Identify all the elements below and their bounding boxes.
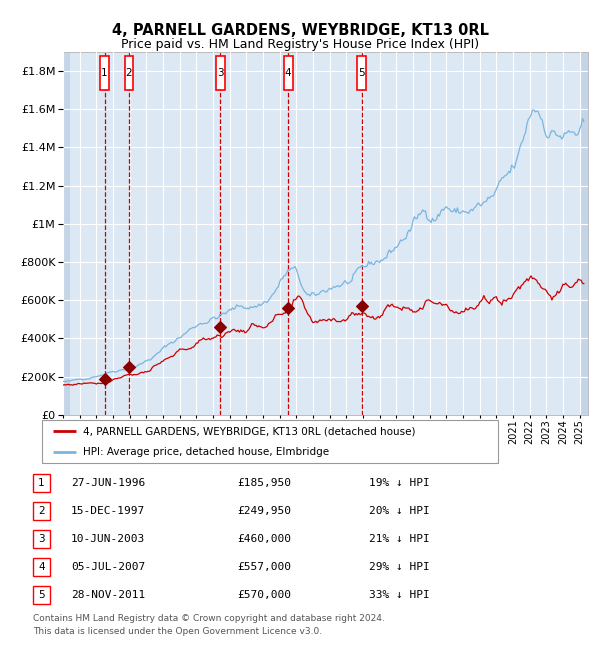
Text: £249,950: £249,950 — [237, 506, 291, 516]
Text: 3: 3 — [217, 68, 224, 78]
Text: 21% ↓ HPI: 21% ↓ HPI — [369, 534, 430, 544]
Point — [283, 303, 293, 313]
Text: HPI: Average price, detached house, Elmbridge: HPI: Average price, detached house, Elmb… — [83, 447, 329, 457]
Text: 5: 5 — [358, 68, 365, 78]
Text: 27-JUN-1996: 27-JUN-1996 — [71, 478, 145, 488]
Text: Contains HM Land Registry data © Crown copyright and database right 2024.: Contains HM Land Registry data © Crown c… — [33, 614, 385, 623]
Text: 20% ↓ HPI: 20% ↓ HPI — [369, 506, 430, 516]
Bar — [63, 52, 70, 415]
Point — [124, 362, 134, 372]
Text: £185,950: £185,950 — [237, 478, 291, 488]
Text: 10-JUN-2003: 10-JUN-2003 — [71, 534, 145, 544]
Bar — [100, 56, 109, 90]
Point — [215, 322, 225, 332]
Text: 3: 3 — [38, 534, 45, 544]
Bar — [284, 56, 293, 90]
Text: £460,000: £460,000 — [237, 534, 291, 544]
Text: 28-NOV-2011: 28-NOV-2011 — [71, 590, 145, 600]
Text: 2: 2 — [125, 68, 133, 78]
Bar — [357, 56, 366, 90]
Text: 29% ↓ HPI: 29% ↓ HPI — [369, 562, 430, 572]
Text: 4, PARNELL GARDENS, WEYBRIDGE, KT13 0RL: 4, PARNELL GARDENS, WEYBRIDGE, KT13 0RL — [112, 23, 488, 38]
Text: 15-DEC-1997: 15-DEC-1997 — [71, 506, 145, 516]
Text: 1: 1 — [38, 478, 45, 488]
Text: 1: 1 — [101, 68, 108, 78]
Text: £570,000: £570,000 — [237, 590, 291, 600]
Bar — [125, 56, 133, 90]
Text: 4: 4 — [285, 68, 292, 78]
Text: 2: 2 — [38, 506, 45, 516]
Text: 19% ↓ HPI: 19% ↓ HPI — [369, 478, 430, 488]
Text: Price paid vs. HM Land Registry's House Price Index (HPI): Price paid vs. HM Land Registry's House … — [121, 38, 479, 51]
Bar — [216, 56, 224, 90]
Text: 4: 4 — [38, 562, 45, 572]
Text: 05-JUL-2007: 05-JUL-2007 — [71, 562, 145, 572]
Text: This data is licensed under the Open Government Licence v3.0.: This data is licensed under the Open Gov… — [33, 627, 322, 636]
Point — [100, 374, 109, 384]
Point — [356, 301, 366, 311]
Text: £557,000: £557,000 — [237, 562, 291, 572]
Text: 33% ↓ HPI: 33% ↓ HPI — [369, 590, 430, 600]
Text: 5: 5 — [38, 590, 45, 600]
Text: 4, PARNELL GARDENS, WEYBRIDGE, KT13 0RL (detached house): 4, PARNELL GARDENS, WEYBRIDGE, KT13 0RL … — [83, 426, 416, 437]
Bar — [581, 52, 589, 415]
